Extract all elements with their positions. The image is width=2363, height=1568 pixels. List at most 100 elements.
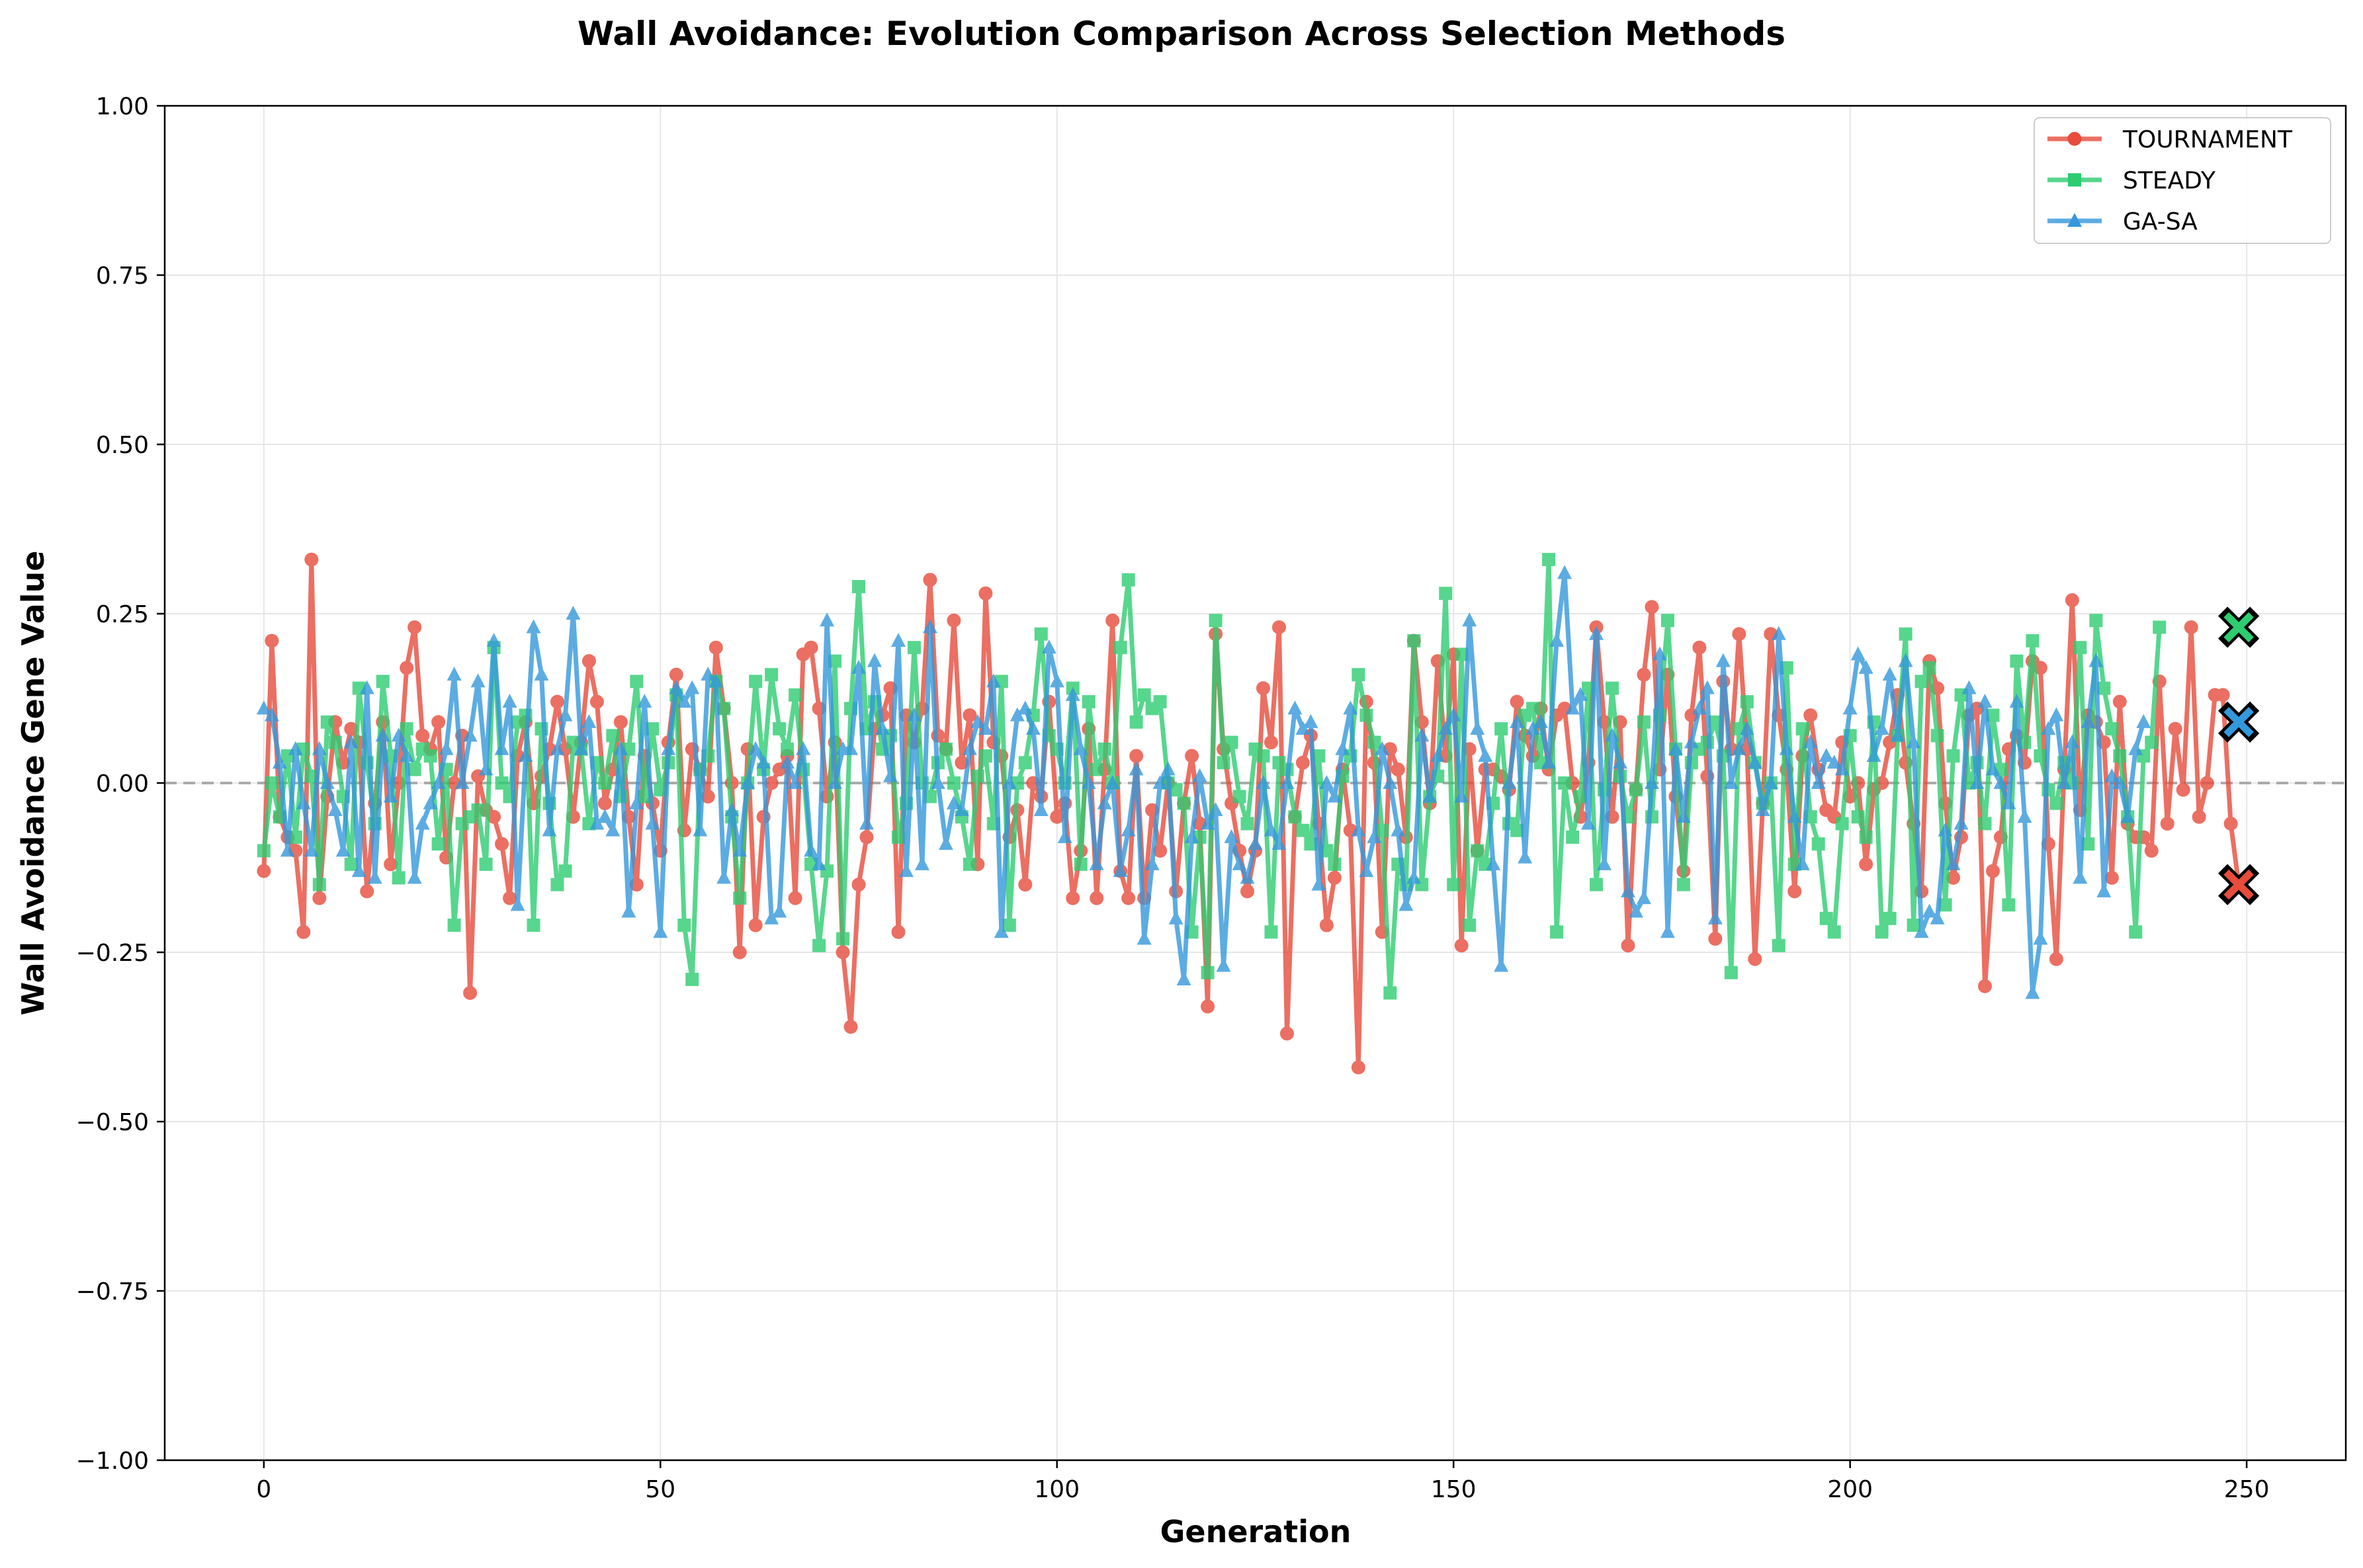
data-point bbox=[1224, 735, 1238, 749]
data-point bbox=[598, 776, 612, 790]
data-point bbox=[1621, 938, 1635, 953]
data-point bbox=[1914, 675, 1928, 688]
data-point bbox=[542, 822, 557, 837]
data-point bbox=[724, 802, 740, 816]
x-tick-label: 50 bbox=[645, 1476, 675, 1503]
legend-marker bbox=[2067, 132, 2082, 146]
data-point bbox=[1264, 735, 1278, 750]
data-point bbox=[1938, 822, 1953, 837]
data-point bbox=[923, 573, 937, 587]
data-point bbox=[415, 728, 430, 743]
data-point bbox=[781, 742, 795, 756]
data-point bbox=[773, 722, 787, 736]
data-point bbox=[256, 700, 271, 715]
data-point bbox=[875, 721, 890, 735]
data-point bbox=[716, 870, 732, 884]
final-marker-fill bbox=[2223, 707, 2254, 737]
data-point bbox=[1256, 681, 1270, 696]
data-point bbox=[2049, 796, 2063, 810]
series-group bbox=[256, 552, 2260, 1075]
legend-label: STEADY bbox=[2123, 167, 2216, 194]
data-point bbox=[1240, 870, 1255, 884]
data-point bbox=[589, 815, 605, 830]
data-point bbox=[1826, 755, 1842, 769]
data-point bbox=[462, 727, 478, 742]
legend-box bbox=[2034, 117, 2331, 244]
data-point bbox=[1232, 790, 1246, 804]
data-point bbox=[1002, 775, 1017, 789]
data-point bbox=[2120, 809, 2135, 823]
data-point bbox=[1248, 836, 1263, 850]
data-point bbox=[2081, 714, 2096, 728]
data-point bbox=[621, 903, 636, 918]
data-point bbox=[288, 830, 302, 844]
x-tick-label: 250 bbox=[2224, 1476, 2270, 1503]
data-point bbox=[1827, 925, 1841, 939]
data-point bbox=[1629, 783, 1643, 797]
data-point bbox=[296, 795, 311, 809]
data-point bbox=[1319, 775, 1334, 789]
data-point bbox=[685, 972, 699, 986]
data-point bbox=[320, 775, 335, 789]
data-point bbox=[1707, 910, 1723, 925]
data-point bbox=[1471, 844, 1484, 858]
data-point bbox=[939, 742, 953, 756]
data-point bbox=[1049, 673, 1064, 688]
data-point bbox=[1311, 876, 1326, 891]
data-point bbox=[1240, 884, 1255, 899]
data-point bbox=[1883, 911, 1897, 925]
data-point bbox=[1121, 891, 1136, 905]
data-point bbox=[1073, 741, 1088, 755]
legend-label: TOURNAMENT bbox=[2122, 126, 2293, 153]
data-point bbox=[2081, 837, 2095, 851]
data-point bbox=[1295, 721, 1310, 735]
data-point bbox=[431, 775, 446, 789]
data-point bbox=[796, 741, 811, 755]
data-point bbox=[1367, 829, 1382, 843]
data-point bbox=[2088, 653, 2104, 667]
data-point bbox=[836, 945, 850, 960]
data-point bbox=[1066, 891, 1080, 905]
data-point bbox=[1637, 667, 1651, 682]
data-point bbox=[1542, 553, 1556, 567]
data-point bbox=[550, 878, 564, 891]
data-point bbox=[447, 919, 461, 932]
data-point bbox=[1438, 721, 1453, 735]
data-point bbox=[2017, 809, 2032, 823]
data-point bbox=[527, 919, 540, 932]
data-point bbox=[883, 768, 898, 782]
data-point bbox=[2026, 634, 2040, 647]
data-point bbox=[2200, 776, 2214, 790]
data-point bbox=[1082, 695, 1096, 709]
data-point bbox=[1510, 694, 1524, 709]
data-point bbox=[351, 863, 366, 878]
y-tick-label: 0.50 bbox=[96, 432, 149, 459]
data-point bbox=[772, 903, 787, 918]
data-point bbox=[812, 856, 827, 870]
data-point bbox=[1288, 810, 1302, 824]
data-point bbox=[1391, 822, 1406, 837]
data-point bbox=[804, 640, 818, 655]
axes: 0 50 100 150 200 250 −1.00 −0.75 −0.50 −0.25 0.00 0… bbox=[76, 93, 2270, 1503]
data-point bbox=[2184, 620, 2198, 634]
data-point bbox=[1724, 966, 1738, 979]
data-point bbox=[1637, 715, 1651, 729]
data-point bbox=[1041, 640, 1056, 654]
data-point bbox=[898, 863, 914, 878]
data-point bbox=[1606, 681, 1619, 695]
data-point bbox=[1914, 924, 1929, 938]
data-point bbox=[1859, 857, 1873, 872]
data-point bbox=[1628, 903, 1643, 918]
data-point bbox=[2025, 985, 2040, 999]
data-point bbox=[2145, 735, 2159, 749]
data-point bbox=[1978, 817, 1992, 831]
legend: TOURNAMENT STEADY GA-SA bbox=[2034, 117, 2331, 244]
data-point bbox=[1715, 653, 1731, 667]
data-point bbox=[1502, 775, 1517, 789]
data-point bbox=[1795, 722, 1809, 736]
final-value-marker bbox=[2218, 864, 2260, 905]
data-point bbox=[1550, 925, 1564, 939]
data-point bbox=[1668, 741, 1683, 755]
data-point bbox=[1566, 830, 1580, 844]
data-point bbox=[1478, 748, 1493, 763]
